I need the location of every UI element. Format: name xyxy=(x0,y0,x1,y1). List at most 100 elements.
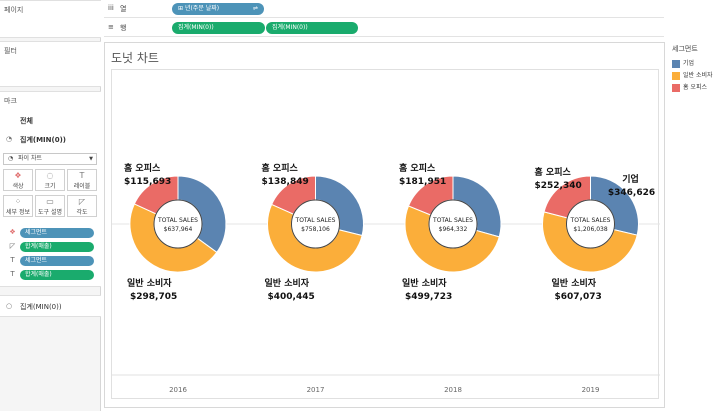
label-button-label: 레이블 xyxy=(73,183,91,190)
rows-pill-2[interactable]: 집계(MIN(0)) xyxy=(266,22,358,34)
center-label: TOTAL SALES xyxy=(432,217,473,224)
segment-legend: 세그먼트 기업 일반 소비자 홈 오피스 xyxy=(668,40,720,120)
donut-hole xyxy=(153,199,203,249)
x-tick-label: 2018 xyxy=(444,386,462,394)
pages-card: 페이지 xyxy=(0,0,101,38)
detail-icon: ⁘ xyxy=(14,197,22,206)
legend-item[interactable]: 홈 오피스 xyxy=(672,82,707,92)
color-icon: ❖ xyxy=(14,171,22,180)
mark-type-dropdown[interactable]: ◔ 파이 차트 ▼ xyxy=(3,153,97,165)
angle-icon: ◸ xyxy=(78,197,86,206)
tooltip-button[interactable]: ▭ 도구 설명 xyxy=(35,195,65,217)
color-button-label: 색상 xyxy=(12,183,24,190)
center-total: $758,106 xyxy=(301,226,330,233)
color-icon: ❖ xyxy=(9,228,16,236)
value-label: $400,445 xyxy=(268,292,315,302)
left-panel: 페이지 필터 마크 전체 ◔ 집계(MIN(0)) ◔ 파이 차트 ▼ ❖ 색상… xyxy=(0,0,101,411)
legend-title: 세그먼트 xyxy=(672,45,698,53)
marks-agg-tab[interactable]: 집계(MIN(0)) xyxy=(20,136,66,144)
segment-label: 홈 오피스 xyxy=(399,162,436,174)
marks-title: 마크 xyxy=(4,97,17,105)
circle-icon: ○ xyxy=(6,302,13,310)
worksheet: 도넛 차트 TOTAL SALES $637,964 홈 오피스 $115,693 일반… xyxy=(104,42,665,408)
segment-label: 홈 오피스 xyxy=(535,166,572,178)
value-label: $252,340 xyxy=(535,181,582,191)
value-label: $138,849 xyxy=(262,177,309,187)
label-icon: T xyxy=(10,256,15,264)
label-button[interactable]: T 레이블 xyxy=(67,169,97,191)
filters-title: 필터 xyxy=(4,47,17,55)
rows-shelf[interactable]: ≡ 행 집계(MIN(0)) 집계(MIN(0)) xyxy=(104,19,664,37)
value-label: $115,693 xyxy=(124,177,171,187)
value-label: $607,073 xyxy=(555,292,602,302)
agg-card[interactable]: ○ 집계(MIN(0)) xyxy=(0,295,101,317)
angle-button[interactable]: ◸ 각도 xyxy=(67,195,97,217)
segment-label: 홈 오피스 xyxy=(124,162,161,174)
mark-type-label: 파이 차트 xyxy=(18,155,42,162)
rows-label: 행 xyxy=(120,24,127,32)
legend-item[interactable]: 일반 소비자 xyxy=(672,70,713,80)
x-tick-label: 2017 xyxy=(307,386,325,394)
sheet-title: 도넛 차트 xyxy=(111,51,159,65)
chevron-down-icon: ▼ xyxy=(89,156,93,162)
center-total: $1,206,038 xyxy=(573,226,608,233)
center-label: TOTAL SALES xyxy=(157,217,198,224)
filters-card[interactable]: 필터 xyxy=(0,41,101,87)
segment-label: 기업 xyxy=(622,173,639,185)
segment-label: 일반 소비자 xyxy=(552,277,597,289)
angle-button-label: 각도 xyxy=(76,209,88,216)
center-label: TOTAL SALES xyxy=(570,217,611,224)
legend-swatch xyxy=(672,71,680,80)
rows-icon: ≡ xyxy=(108,23,114,31)
agg-card-label: 집계(MIN(0)) xyxy=(20,303,62,311)
legend-swatch xyxy=(672,83,680,92)
label-icon: T xyxy=(10,270,15,278)
tooltip-button-label: 도구 설명 xyxy=(38,209,62,216)
columns-shelf[interactable]: iii 열 ⊞ 년(주문 날짜) ⇌ xyxy=(104,0,664,18)
label-icon: T xyxy=(79,171,85,180)
segment-label: 홈 오피스 xyxy=(262,162,299,174)
rows-pill-1[interactable]: 집계(MIN(0)) xyxy=(172,22,265,34)
marks-all-tab[interactable]: 전체 xyxy=(20,117,33,125)
plot-area: TOTAL SALES $637,964 홈 오피스 $115,693 일반 소비자 $2… xyxy=(111,69,660,399)
year-pill[interactable]: ⊞ 년(주문 날짜) ⇌ xyxy=(172,3,264,15)
marks-card: 마크 전체 ◔ 집계(MIN(0)) ◔ 파이 차트 ▼ ❖ 색상 ◌ 크기 T… xyxy=(0,91,101,287)
detail-button-label: 세부 정보 xyxy=(6,209,30,216)
value-label: $298,705 xyxy=(130,292,177,302)
segment-color-pill[interactable]: 세그먼트 xyxy=(20,228,94,238)
donut-hole xyxy=(291,199,340,249)
sales-label-pill[interactable]: 합계(매출) xyxy=(20,270,94,280)
segment-label: 일반 소비자 xyxy=(402,277,447,289)
size-button[interactable]: ◌ 크기 xyxy=(35,169,65,191)
center-total: $637,964 xyxy=(164,226,193,233)
x-tick-label: 2016 xyxy=(169,386,187,394)
legend-label: 기업 xyxy=(683,60,695,67)
angle-icon: ◸ xyxy=(9,242,16,250)
legend-item[interactable]: 기업 xyxy=(672,58,694,68)
columns-label: 열 xyxy=(120,5,127,13)
pie-icon: ◔ xyxy=(8,155,14,162)
donut-hole xyxy=(428,199,478,249)
value-label: $499,723 xyxy=(405,292,452,302)
x-tick-label: 2019 xyxy=(582,386,600,394)
legend-label: 홈 오피스 xyxy=(683,84,707,91)
value-label: $181,951 xyxy=(399,177,446,187)
segment-label-pill[interactable]: 세그먼트 xyxy=(20,256,94,266)
segment-label: 일반 소비자 xyxy=(265,277,310,289)
size-icon: ◌ xyxy=(46,171,54,180)
donut-chart: TOTAL SALES $637,964 홈 오피스 $115,693 일반 소비자 $2… xyxy=(112,162,660,394)
sort-icon: ⇌ xyxy=(252,5,258,12)
pie-small-icon: ◔ xyxy=(6,135,13,143)
pages-title: 페이지 xyxy=(4,6,24,14)
size-button-label: 크기 xyxy=(44,183,56,190)
columns-icon: iii xyxy=(108,4,114,12)
color-button[interactable]: ❖ 색상 xyxy=(3,169,33,191)
donut-hole xyxy=(566,199,615,249)
center-total: $964,332 xyxy=(439,226,468,233)
center-label: TOTAL SALES xyxy=(295,217,336,224)
segment-label: 일반 소비자 xyxy=(127,277,172,289)
sales-angle-pill[interactable]: 합계(매출) xyxy=(20,242,94,252)
legend-label: 일반 소비자 xyxy=(683,72,713,79)
detail-button[interactable]: ⁘ 세부 정보 xyxy=(3,195,33,217)
tooltip-icon: ▭ xyxy=(46,197,54,206)
